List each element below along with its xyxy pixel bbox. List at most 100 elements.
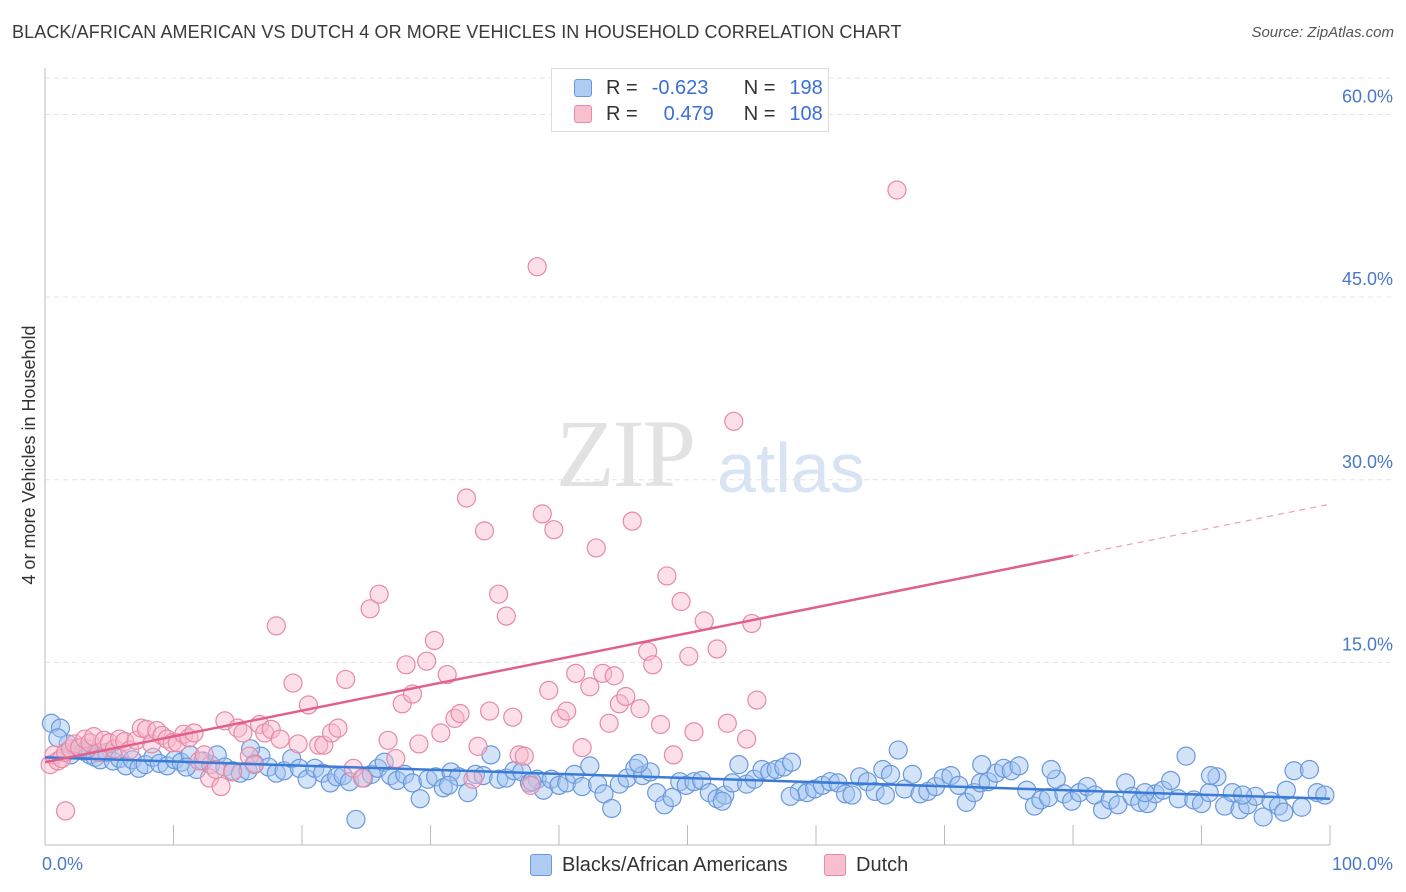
- point-dutch: [747, 690, 767, 710]
- point-dutch: [468, 736, 488, 756]
- legend-swatch-dutch: [574, 105, 592, 123]
- point-dutch: [650, 714, 671, 735]
- point-blacks: [346, 809, 366, 830]
- point-blacks: [729, 755, 749, 775]
- point-dutch: [314, 735, 334, 755]
- legend-row-dutch: R = 0.479 N = 108: [574, 102, 823, 126]
- point-blacks: [1292, 797, 1312, 817]
- point-dutch: [599, 713, 619, 733]
- legend-r-value: 0.479: [663, 102, 714, 125]
- point-dutch: [480, 701, 500, 721]
- point-dutch: [417, 651, 437, 671]
- bottom-legend-label-blacks: Blacks/African Americans: [562, 853, 788, 876]
- point-blacks: [692, 770, 712, 791]
- point-dutch: [586, 538, 606, 558]
- bottom-legend-swatch-blacks: [530, 854, 552, 876]
- bottom-legend-swatch-dutch: [824, 854, 846, 876]
- point-dutch: [630, 699, 650, 719]
- point-blacks: [654, 795, 674, 815]
- point-blacks: [875, 785, 895, 805]
- point-dutch: [707, 639, 727, 659]
- point-dutch: [437, 664, 457, 685]
- point-dutch: [360, 599, 380, 619]
- point-dutch: [456, 488, 477, 508]
- point-dutch: [396, 655, 416, 675]
- point-dutch: [737, 729, 757, 749]
- point-dutch: [64, 734, 85, 754]
- point-dutch: [887, 180, 907, 200]
- point-dutch: [527, 257, 547, 277]
- legend-r-label: R =: [606, 76, 638, 99]
- point-blacks: [994, 758, 1014, 778]
- point-blacks: [1031, 790, 1051, 810]
- point-dutch: [616, 686, 636, 707]
- point-dutch: [378, 730, 398, 750]
- legend-r-value: -0.623: [651, 76, 709, 99]
- point-blacks: [402, 773, 423, 793]
- series-blacks-points: [41, 713, 1335, 830]
- point-blacks: [1009, 756, 1029, 776]
- point-blacks: [888, 740, 908, 760]
- point-dutch: [309, 735, 329, 755]
- point-dutch: [288, 734, 308, 754]
- point-dutch: [580, 677, 600, 697]
- point-dutch: [539, 680, 559, 700]
- point-blacks: [1199, 783, 1219, 803]
- point-dutch: [463, 769, 483, 789]
- point-dutch: [223, 762, 243, 782]
- point-dutch: [604, 666, 624, 686]
- point-blacks: [712, 791, 732, 811]
- point-blacks: [780, 786, 800, 806]
- point-dutch: [489, 584, 509, 604]
- series-dutch-points: [40, 180, 907, 821]
- point-dutch: [643, 655, 663, 675]
- point-blacks: [241, 739, 261, 759]
- point-blacks: [880, 764, 901, 784]
- point-blacks: [1108, 795, 1128, 815]
- chart-title: BLACK/AFRICAN AMERICAN VS DUTCH 4 OR MOR…: [12, 22, 902, 42]
- bottom-legend-blacks: Blacks/African Americans: [530, 852, 788, 878]
- point-blacks: [1200, 766, 1221, 786]
- y-tick-label: 45.0%: [1342, 269, 1393, 289]
- point-dutch: [369, 584, 389, 604]
- point-blacks: [1253, 807, 1273, 827]
- point-blacks: [602, 798, 622, 819]
- point-dutch: [55, 801, 76, 821]
- point-blacks: [956, 792, 976, 812]
- point-blacks: [1315, 785, 1335, 805]
- watermark-zip: ZIP: [556, 400, 696, 507]
- point-dutch: [474, 521, 495, 541]
- point-dutch: [503, 707, 523, 727]
- trend-line-dutch: [44, 554, 1074, 764]
- point-dutch: [194, 745, 214, 765]
- point-dutch: [270, 729, 290, 749]
- point-blacks: [312, 763, 333, 783]
- point-dutch: [742, 613, 762, 634]
- point-blacks: [781, 752, 802, 772]
- point-blacks: [941, 766, 961, 786]
- point-dutch: [521, 775, 541, 795]
- point-dutch: [450, 703, 470, 724]
- source-credit: Source: ZipAtlas.com: [1251, 24, 1394, 41]
- point-blacks: [387, 770, 407, 791]
- point-blacks: [489, 769, 509, 789]
- point-blacks: [752, 759, 772, 780]
- trend-lines: [44, 503, 1331, 800]
- point-dutch: [532, 504, 552, 524]
- point-dutch: [392, 694, 412, 714]
- point-blacks: [549, 775, 569, 795]
- point-dutch: [514, 746, 534, 766]
- axes: [44, 68, 1331, 846]
- point-blacks: [842, 785, 862, 805]
- point-dutch: [211, 776, 231, 797]
- legend-r-label: R =: [606, 102, 638, 125]
- point-blacks: [617, 768, 637, 788]
- grid-lines: [45, 77, 1395, 663]
- point-blacks: [289, 758, 310, 778]
- point-dutch: [679, 646, 699, 666]
- x-tick-label-left: 0.0%: [42, 854, 83, 874]
- y-tick-label: 30.0%: [1342, 452, 1393, 472]
- trend-line-dutch-extension: [1072, 503, 1331, 557]
- point-dutch: [266, 616, 286, 636]
